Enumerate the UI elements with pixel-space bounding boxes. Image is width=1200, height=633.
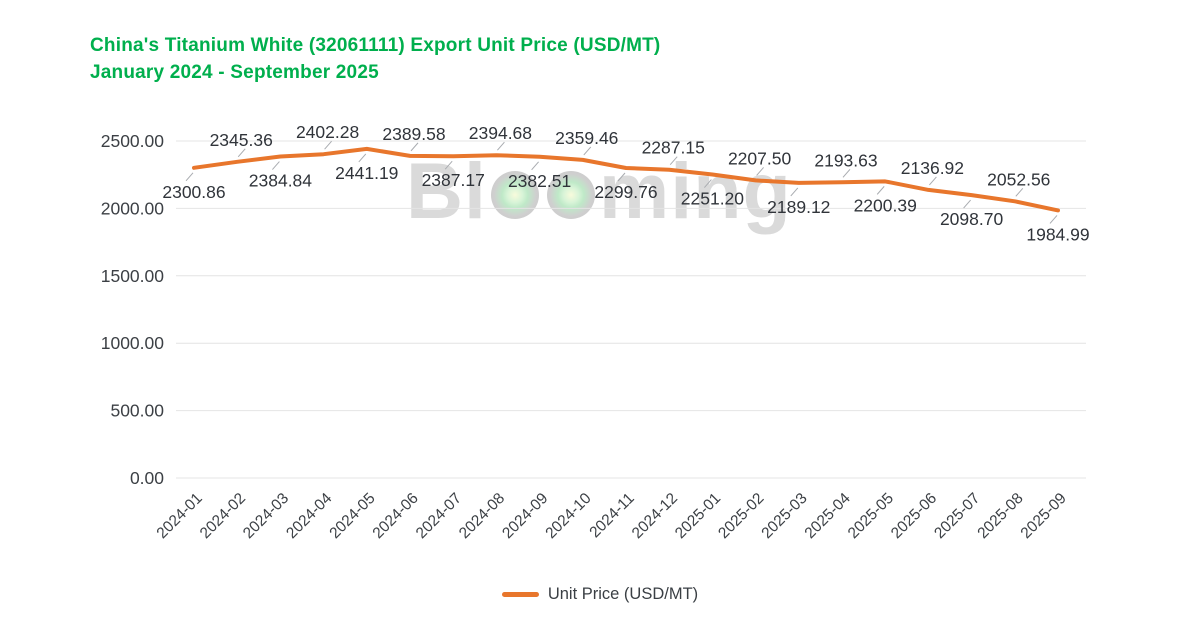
label-leader-line (185, 172, 194, 182)
label-leader-line (756, 167, 764, 176)
data-point-label: 2394.68 (469, 123, 532, 143)
label-leader-line (876, 186, 885, 195)
data-point-label: 2251.20 (681, 189, 745, 209)
data-point-label: 2207.50 (728, 148, 792, 168)
x-tick-label: 2025-02 (715, 490, 767, 542)
label-leader-line (444, 160, 453, 170)
label-leader-line (410, 142, 419, 152)
data-point-label: 2402.28 (296, 122, 359, 142)
y-tick-label: 500.00 (110, 401, 164, 421)
x-tick-label: 2024-07 (413, 490, 465, 542)
x-tick-label: 2025-09 (1018, 490, 1070, 542)
label-leader-line (583, 146, 592, 156)
data-point-label: 1984.99 (1026, 224, 1089, 244)
x-tick-label: 2025-06 (888, 490, 940, 542)
data-labels: 2300.86 2345.36 2384.84 2402.28 2441.19 2389.… (162, 122, 1089, 244)
x-tick-label: 2024-02 (197, 490, 249, 542)
x-tick-label: 2024-06 (370, 490, 422, 542)
x-tick-label: 2024-09 (499, 490, 551, 542)
x-tick-label: 2024-12 (629, 490, 681, 542)
data-point-label: 2345.36 (210, 130, 273, 150)
label-leader-line (272, 161, 280, 170)
x-tick-label: 2024-11 (586, 490, 637, 541)
chart-title: China's Titanium White (32061111) Export… (90, 32, 660, 86)
data-point-label: 2287.15 (642, 138, 705, 158)
legend-label[interactable]: Unit Price (USD/MT) (547, 585, 699, 603)
label-leader-line (237, 148, 246, 158)
label-leader-line (963, 199, 971, 209)
data-point-label: 2359.46 (555, 128, 618, 148)
x-tick-label: 2024-04 (283, 490, 336, 543)
y-tick-label: 2500.00 (101, 131, 165, 151)
label-leader-line (358, 153, 367, 163)
label-leader-line (1049, 215, 1058, 224)
chart-title-line2: January 2024 - September 2025 (90, 62, 379, 83)
x-tick-label: 2025-03 (758, 490, 810, 542)
x-tick-label: 2024-08 (456, 490, 508, 542)
label-leader-line (531, 161, 539, 171)
data-point-label: 2200.39 (854, 195, 917, 215)
x-tick-label: 2024-05 (326, 490, 378, 542)
y-tick-label: 0.00 (130, 468, 164, 488)
gridlines (176, 140, 1086, 479)
label-leader-line (929, 176, 937, 186)
x-tick-label: 2024-10 (542, 490, 595, 543)
data-point-label: 2389.58 (382, 124, 445, 144)
watermark-text-suffix: ming (599, 146, 792, 235)
label-leader-line (617, 172, 626, 182)
chart-title-line1: China's Titanium White (32061111) Export… (90, 35, 661, 56)
price-line (192, 146, 1060, 213)
data-point-label: 2098.70 (940, 209, 1004, 229)
data-point-label: 2387.17 (422, 170, 485, 190)
y-axis-labels: 0.00 500.00 1000.00 1500.00 2000.00 2500.00 (101, 131, 165, 488)
data-point-label: 2382.51 (508, 171, 571, 191)
x-tick-label: 2025-05 (845, 490, 897, 542)
label-leader-line (704, 179, 712, 188)
data-point-label: 2299.76 (594, 182, 657, 202)
y-tick-label: 1000.00 (101, 333, 165, 353)
data-point-label: 2193.63 (814, 150, 877, 170)
data-point-label: 2300.86 (162, 182, 225, 202)
data-point-label: 2189.12 (767, 197, 830, 217)
data-point-label: 2441.19 (335, 163, 398, 183)
label-leader-line (497, 141, 505, 151)
data-point-label: 2384.84 (249, 171, 313, 191)
x-tick-label: 2025-07 (931, 490, 983, 542)
x-tick-label: 2025-08 (974, 490, 1026, 542)
y-tick-label: 2000.00 (101, 198, 165, 218)
legend: Unit Price (USD/MT) (0, 585, 1200, 604)
x-tick-label: 2025-01 (672, 490, 724, 542)
watermark: Bl ming (406, 148, 792, 243)
x-axis-labels: 2024-012024-022024-032024-042024-052024-… (154, 490, 1070, 543)
watermark-text-prefix: Bl (406, 146, 487, 235)
x-tick-label: 2025-04 (802, 490, 855, 543)
watermark-o-icon (547, 171, 595, 219)
x-tick-label: 2024-03 (240, 490, 292, 542)
watermark-o-icon (491, 171, 539, 219)
label-leader-line (324, 140, 332, 150)
price-line-series (192, 146, 1060, 213)
label-leader-line (669, 156, 678, 166)
label-leader-line (842, 168, 851, 178)
y-tick-label: 1500.00 (101, 266, 165, 286)
legend-line-swatch-icon[interactable] (501, 592, 539, 597)
data-point-label: 2052.56 (987, 169, 1050, 189)
data-point-label: 2136.92 (901, 158, 964, 178)
label-leader-line (1015, 187, 1024, 197)
label-leader-line (790, 187, 799, 197)
x-tick-label: 2024-01 (154, 490, 206, 542)
